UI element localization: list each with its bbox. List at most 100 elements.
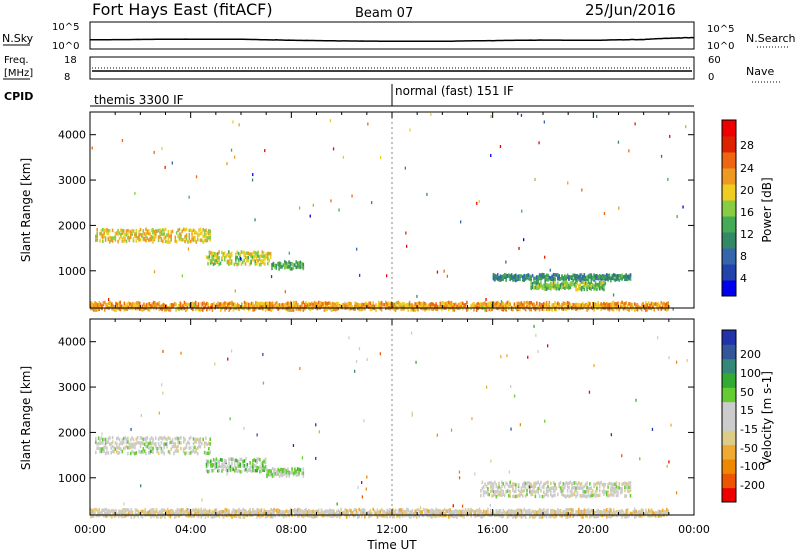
scatter-cell [203, 239, 206, 243]
scatter-cell [531, 302, 534, 307]
scatter-cell [509, 494, 511, 498]
scatter-cell [199, 509, 201, 514]
scatter-cell [601, 280, 604, 285]
scatter-cell [106, 231, 108, 235]
scatter-cell [232, 302, 235, 306]
scatter-cell [389, 302, 391, 307]
scatter-cell [373, 512, 376, 517]
scatter-cell [415, 511, 418, 516]
scatter-cell [214, 259, 216, 263]
scatter-cell [254, 262, 257, 266]
scatter-cell [269, 510, 271, 514]
scatter-cell [263, 302, 265, 307]
scatter-cell [125, 508, 127, 512]
scatter-cell [541, 276, 544, 280]
scatter-cell [562, 278, 565, 282]
scatter-cell [392, 512, 394, 516]
scatter-cell [551, 277, 553, 282]
scatter-cell [544, 287, 546, 292]
scatter-cell [376, 510, 379, 515]
scatter-cell [467, 512, 470, 516]
scatter-cell [104, 236, 107, 240]
scatter-cell [482, 485, 485, 489]
scatter-cell [611, 488, 614, 493]
scatter-cell [113, 445, 115, 450]
speckle [358, 347, 361, 351]
scatter-cell [288, 308, 291, 312]
speckle [520, 113, 523, 117]
scatter-cell [122, 231, 125, 235]
scatter-cell [498, 275, 500, 280]
scatter-cell [295, 304, 298, 309]
scatter-cell [217, 469, 219, 473]
scatter-cell [187, 511, 190, 516]
scatter-cell [608, 493, 611, 498]
scatter-cell [589, 286, 591, 291]
scatter-cell [122, 514, 124, 518]
scatter-cell [600, 274, 602, 279]
scatter-cell [366, 303, 369, 307]
scatter-cell [257, 304, 260, 309]
scatter-cell [491, 494, 493, 498]
scatter-cell [123, 301, 126, 306]
scatter-cell [218, 262, 220, 267]
scatter-cell [252, 304, 254, 308]
scatter-cell [576, 278, 579, 283]
scatter-cell [136, 508, 138, 513]
scatter-cell [587, 277, 590, 281]
scatter-cell [298, 507, 300, 512]
y-tick-label: 2000 [58, 219, 86, 232]
scatter-cell [590, 273, 593, 277]
scatter-cell [198, 228, 200, 232]
scatter-cell [242, 464, 244, 468]
scatter-cell [127, 508, 130, 512]
speckle [355, 359, 358, 363]
scatter-cell [152, 240, 154, 244]
scatter-cell [104, 308, 106, 312]
scatter-cell [628, 481, 630, 485]
scatter-cell [129, 445, 132, 450]
scatter-cell [259, 301, 261, 306]
scatter-cell [380, 308, 383, 312]
scatter-cell [541, 494, 544, 499]
scatter-cell [361, 514, 363, 518]
scatter-cell [221, 462, 223, 466]
scatter-cell [505, 490, 507, 494]
scatter-cell [257, 250, 259, 255]
scatter-cell [506, 515, 509, 519]
scatter-cell [196, 237, 199, 242]
scatter-cell [607, 485, 609, 489]
scatter-cell [380, 303, 383, 307]
scatter-cell [195, 231, 198, 235]
scatter-cell [119, 300, 121, 305]
scatter-cell [154, 510, 156, 515]
scatter-cell [277, 508, 279, 512]
scatter-cell [185, 442, 188, 446]
scatter-cell [380, 512, 383, 517]
scatter-cell [596, 509, 598, 514]
scatter-cell [225, 254, 227, 259]
scatter-cell [238, 460, 240, 465]
scatter-cell [224, 308, 226, 312]
scatter-cell [591, 511, 594, 515]
scatter-cell [598, 284, 601, 288]
scatter-cell [156, 446, 158, 451]
scatter-cell [296, 473, 299, 477]
scatter-cell [400, 511, 402, 515]
scatter-cell [427, 509, 429, 513]
scatter-cell [603, 508, 605, 513]
scatter-cell [545, 489, 548, 493]
scatter-cell [214, 252, 216, 256]
colorbar-segment [722, 344, 736, 360]
scatter-cell [288, 302, 291, 306]
colorbar-segment [722, 358, 736, 374]
scatter-cell [302, 300, 305, 305]
scatter-cell [211, 303, 214, 307]
scatter-cell [136, 440, 139, 445]
scatter-cell [260, 512, 263, 517]
scatter-cell [252, 459, 254, 463]
scatter-cell [111, 444, 114, 449]
scatter-cell [629, 511, 632, 516]
scatter-cell [572, 508, 574, 513]
speckle [309, 214, 311, 218]
